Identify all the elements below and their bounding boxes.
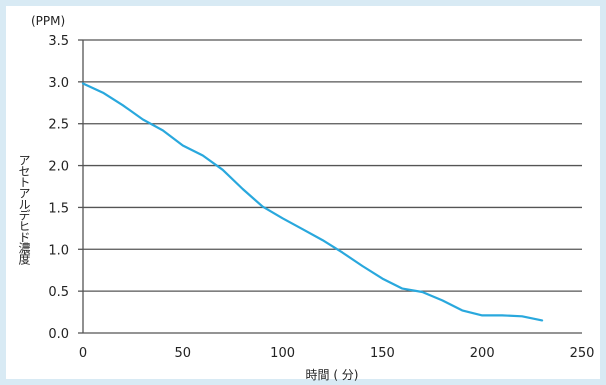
- y-unit-label: (PPM): [31, 14, 65, 28]
- y-tick-label: 2.5: [48, 118, 69, 133]
- x-axis-title: 時間 ( 分): [306, 368, 359, 382]
- y-tick-label: 1.0: [48, 243, 69, 258]
- chart-panel: [6, 6, 600, 379]
- y-axis-title: アセトアルデヒド濃度: [17, 154, 31, 265]
- x-tick-label: 50: [175, 346, 192, 361]
- y-tick-labels: 0.0 0.5 1.0 1.5 2.0 2.5 3.0 3.5: [48, 34, 69, 342]
- x-tick-label: 0: [79, 346, 87, 361]
- series-group: [81, 82, 544, 322]
- axes: [78, 39, 582, 334]
- y-tick-label: 2.0: [48, 160, 69, 175]
- x-tick-labels: 0 50 100 150 200 250: [79, 346, 595, 361]
- series-line: [81, 82, 544, 322]
- y-tick-label: 1.5: [48, 201, 69, 216]
- x-tick-label: 200: [470, 346, 495, 361]
- x-tick-label: 100: [270, 346, 295, 361]
- y-tick-label: 0.0: [48, 327, 69, 342]
- y-tick-label: 0.5: [48, 285, 69, 300]
- x-tick-label: 250: [570, 346, 595, 361]
- x-tick-label: 150: [370, 346, 395, 361]
- y-tick-label: 3.0: [48, 76, 69, 91]
- grid-lines: [83, 39, 582, 292]
- y-tick-label: 3.5: [48, 34, 69, 49]
